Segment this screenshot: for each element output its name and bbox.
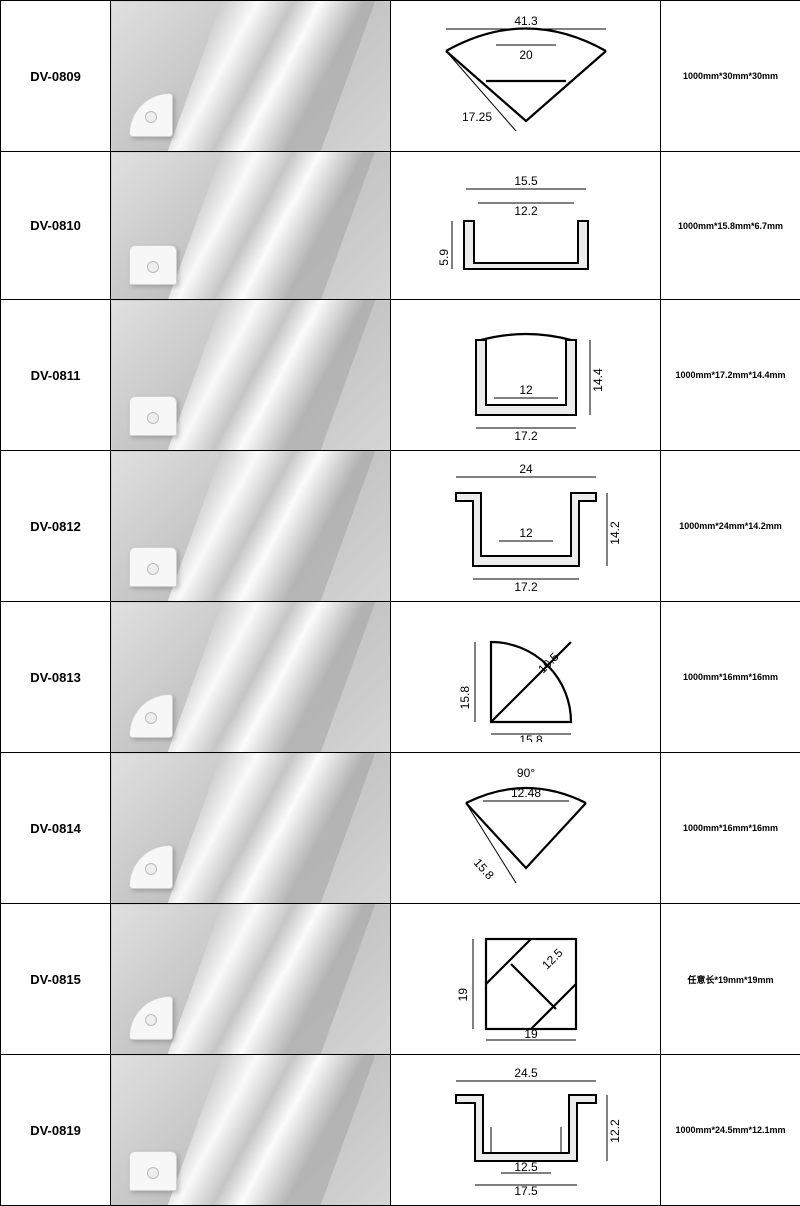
- svg-text:24.5: 24.5: [514, 1066, 538, 1080]
- product-photo: [111, 152, 391, 300]
- product-diagram: 15.5 12.2 5.9: [391, 152, 661, 300]
- product-spec: 任意长*19mm*19mm: [661, 904, 800, 1055]
- product-diagram: 24 12 17.2 14.2: [391, 451, 661, 602]
- product-code: DV-0813: [1, 602, 111, 753]
- product-photo: [111, 1055, 391, 1206]
- product-code: DV-0819: [1, 1055, 111, 1206]
- product-spec: 1000mm*15.8mm*6.7mm: [661, 152, 800, 300]
- svg-text:12.5: 12.5: [514, 1160, 538, 1174]
- table-row: DV-0815 12.5 19 19 任意长*19mm*19mm: [1, 904, 800, 1055]
- svg-text:15.8: 15.8: [519, 733, 543, 742]
- product-code: DV-0815: [1, 904, 111, 1055]
- svg-text:20: 20: [519, 48, 533, 62]
- svg-text:12: 12: [519, 383, 533, 397]
- product-spec: 1000mm*24mm*14.2mm: [661, 451, 800, 602]
- product-photo: [111, 904, 391, 1055]
- product-spec: 1000mm*17.2mm*14.4mm: [661, 300, 800, 451]
- product-code: DV-0809: [1, 1, 111, 152]
- table-row: DV-0810 15.5 12.2 5.9 1000mm*15.8mm*6.7m…: [1, 152, 800, 300]
- table-row: DV-0813 15.8 10.5 15.8 1000mm*16mm*16mm: [1, 602, 800, 753]
- product-diagram: 24.5 12.5 17.5 12.2: [391, 1055, 661, 1206]
- svg-text:41.3: 41.3: [514, 14, 538, 28]
- svg-text:19: 19: [524, 1027, 538, 1041]
- product-diagram: 41.3 20 17.25: [391, 1, 661, 152]
- product-spec: 1000mm*16mm*16mm: [661, 602, 800, 753]
- svg-text:12.48: 12.48: [510, 786, 540, 800]
- product-spec-table: DV-0809 41.3 20 17.25 1000mm*30mm*30mm: [0, 0, 800, 1206]
- product-diagram: 12 17.2 14.4: [391, 300, 661, 451]
- svg-text:17.2: 17.2: [514, 580, 538, 591]
- product-code: DV-0814: [1, 753, 111, 904]
- product-spec: 1000mm*30mm*30mm: [661, 1, 800, 152]
- product-photo: [111, 602, 391, 753]
- product-photo: [111, 1, 391, 152]
- table-row: DV-0811 12 17.2 14.4 1000mm*17.2mm*14.4m…: [1, 300, 800, 451]
- table-row: DV-0819 24.5 12.5 17.5 12.2: [1, 1055, 800, 1206]
- svg-text:24: 24: [519, 462, 533, 476]
- product-photo: [111, 451, 391, 602]
- svg-text:15.5: 15.5: [514, 174, 538, 188]
- svg-text:17.5: 17.5: [514, 1184, 538, 1195]
- product-photo: [111, 753, 391, 904]
- product-code: DV-0810: [1, 152, 111, 300]
- table-row: DV-0812 24 12 17.2 14.2 1000mm*24mm*14.2…: [1, 451, 800, 602]
- svg-text:17.2: 17.2: [514, 429, 538, 440]
- svg-text:17.25: 17.25: [462, 110, 492, 124]
- svg-text:10.5: 10.5: [535, 649, 562, 676]
- product-code: DV-0811: [1, 300, 111, 451]
- product-diagram: 15.8 10.5 15.8: [391, 602, 661, 753]
- svg-text:15.8: 15.8: [470, 856, 496, 883]
- table-row: DV-0814 90° 12.48 15.8 1000mm*16mm*16mm: [1, 753, 800, 904]
- svg-text:12: 12: [519, 526, 533, 540]
- product-spec: 1000mm*24.5mm*12.1mm: [661, 1055, 800, 1206]
- product-diagram: 90° 12.48 15.8: [391, 753, 661, 904]
- svg-text:19: 19: [456, 988, 470, 1002]
- svg-text:15.8: 15.8: [458, 686, 472, 710]
- svg-text:5.9: 5.9: [437, 248, 451, 265]
- svg-text:12.2: 12.2: [608, 1119, 622, 1143]
- table-row: DV-0809 41.3 20 17.25 1000mm*30mm*30mm: [1, 1, 800, 152]
- product-photo: [111, 300, 391, 451]
- svg-text:12.5: 12.5: [539, 945, 566, 972]
- product-spec: 1000mm*16mm*16mm: [661, 753, 800, 904]
- svg-text:14.4: 14.4: [591, 368, 605, 392]
- product-code: DV-0812: [1, 451, 111, 602]
- svg-text:12.2: 12.2: [514, 204, 538, 218]
- svg-text:14.2: 14.2: [608, 521, 622, 545]
- svg-text:90°: 90°: [516, 766, 534, 780]
- product-diagram: 12.5 19 19: [391, 904, 661, 1055]
